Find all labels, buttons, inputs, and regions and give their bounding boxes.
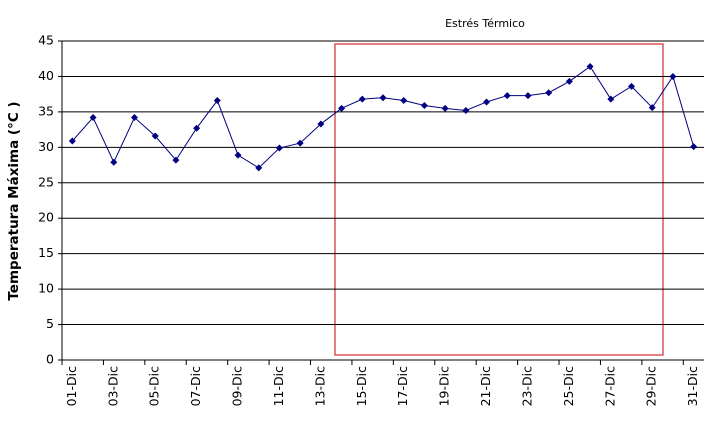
y-axis-label: Temperatura Máxima (°C ) [6,101,22,300]
point [68,137,76,145]
x-tick-label: 13-Dic [312,366,327,407]
x-tick-label: 23-Dic [519,366,534,407]
point [275,144,283,152]
point [462,106,470,114]
x-tick-label: 07-Dic [188,366,203,407]
point [255,164,263,172]
x-tick-label: 03-Dic [105,366,120,407]
point [358,95,366,103]
x-tick-label: 11-Dic [271,366,286,407]
x-tick-label: 27-Dic [602,366,617,407]
point [151,132,159,140]
y-tick-label: 20 [38,210,54,225]
point [317,120,325,128]
point [193,124,201,132]
point [420,102,428,110]
y-tick-label: 5 [46,316,54,331]
point [545,89,553,97]
y-tick-label: 0 [46,352,54,367]
annotation: Estrés Térmico [445,17,525,30]
point [338,104,346,112]
point [172,156,180,164]
point [628,82,636,90]
point [130,114,138,122]
x-tick-label: 31-Dic [685,366,700,407]
point [607,95,615,103]
y-tick-label: 10 [38,281,54,296]
x-tick-label: 17-Dic [395,366,410,407]
point [669,72,677,80]
x-tick-label: 09-Dic [230,366,245,407]
point [234,151,242,159]
point [441,104,449,112]
heat-stress-box [334,43,664,356]
point [483,98,491,106]
x-tick-label: 01-Dic [64,366,79,407]
y-tick-label: 30 [38,139,54,154]
point [586,63,594,71]
x-tick-label: 05-Dic [147,366,162,407]
y-tick-label: 45 [38,33,54,48]
point [89,114,97,122]
point [296,139,304,147]
x-tick-label: 19-Dic [437,366,452,407]
point [400,97,408,105]
y-tick-label: 35 [38,103,54,118]
x-tick-label: 21-Dic [478,366,493,407]
point [648,104,656,112]
y-tick-label: 25 [38,174,54,189]
series-line [71,65,695,169]
y-tick-label: 40 [38,68,54,83]
x-tick-label: 25-Dic [561,366,576,407]
point [524,92,532,100]
x-tick-label: 15-Dic [354,366,369,407]
point [110,158,118,166]
point [379,94,387,102]
point [690,143,698,151]
point [503,92,511,100]
point [565,77,573,85]
y-tick-label: 15 [38,245,54,260]
point [213,97,221,105]
x-tick-label: 29-Dic [644,366,659,407]
